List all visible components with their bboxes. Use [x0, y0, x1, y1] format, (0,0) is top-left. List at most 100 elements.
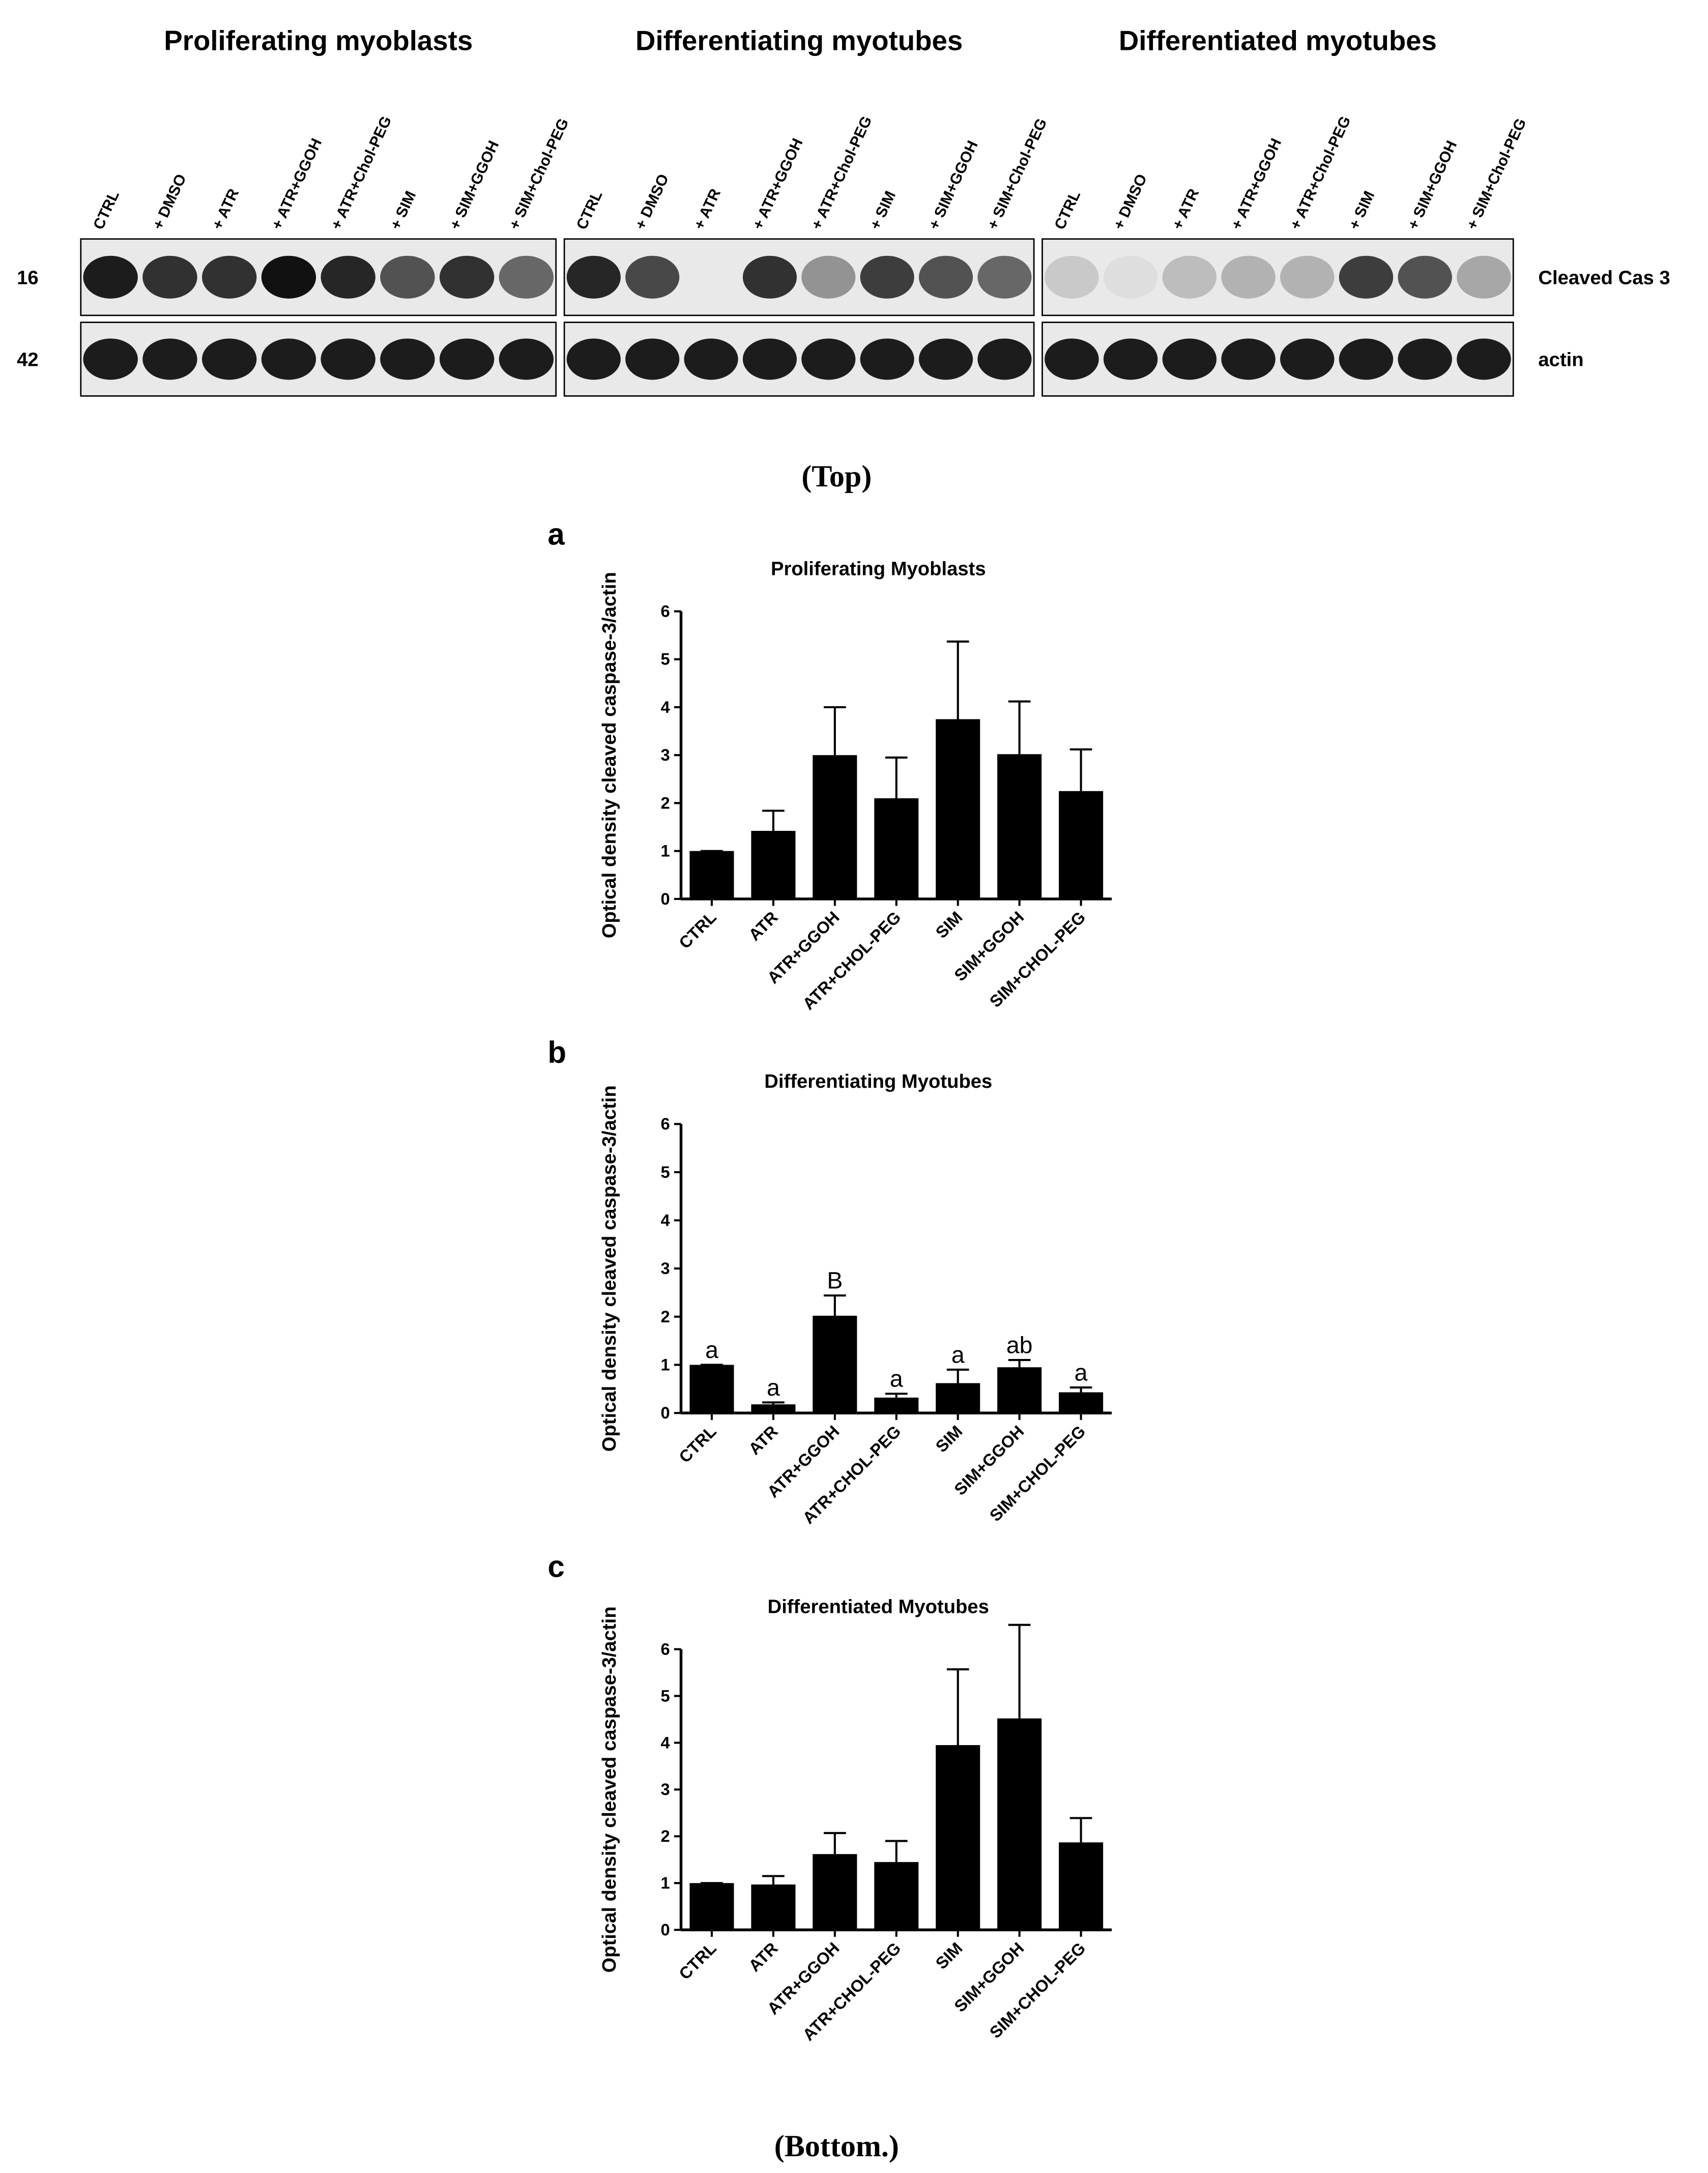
y-tick-label: 5	[660, 1163, 670, 1181]
bar	[689, 851, 734, 899]
x-tick-label: SIM	[932, 1422, 966, 1456]
y-tick-label: 3	[660, 745, 670, 764]
significance-label: a	[705, 1337, 718, 1363]
caption-bottom: (Bottom.)	[774, 2129, 899, 2163]
lane-label: + DMSO	[1110, 171, 1150, 232]
blot-band	[1162, 255, 1217, 299]
lane-label: + ATR+Chol-PEG	[1287, 113, 1354, 232]
lane-label: + SIM+GGOH	[447, 138, 503, 233]
blot-band	[684, 338, 738, 380]
lane-label: + DMSO	[632, 171, 672, 232]
significance-label: a	[951, 1341, 965, 1368]
lane-label: + ATR+Chol-PEG	[808, 113, 875, 232]
lane-label: + SIM+Chol-PEG	[506, 116, 572, 233]
lane-label: + ATR	[1169, 186, 1203, 233]
lane-label: + ATR+GGOH	[1228, 136, 1285, 232]
significance-label: a	[1075, 1359, 1088, 1385]
panel-letter: a	[547, 517, 565, 551]
blot-band	[1280, 338, 1335, 380]
y-tick-label: 5	[660, 1686, 670, 1705]
significance-label: B	[827, 1267, 843, 1294]
lane-label: + SIM+Chol-PEG	[1463, 116, 1529, 233]
blot-band	[1221, 338, 1276, 380]
caption-top: (Top)	[801, 459, 872, 493]
y-tick-label: 6	[660, 1114, 670, 1133]
bar	[997, 754, 1042, 899]
bar	[997, 1718, 1042, 1930]
y-tick-label: 1	[660, 842, 670, 860]
lane-label: CTRL	[1051, 188, 1084, 232]
blot-band	[566, 255, 621, 299]
bar	[874, 1397, 919, 1413]
blot-panel-title: Proliferating myoblasts	[164, 25, 473, 56]
blot-band	[380, 255, 435, 299]
blot-band	[1103, 338, 1158, 380]
blot-band	[439, 255, 495, 299]
chart-title: Proliferating Myoblasts	[771, 558, 986, 580]
blot-band	[1103, 255, 1158, 299]
blot-band	[201, 338, 257, 380]
blot-band	[1045, 338, 1099, 380]
blot-band	[566, 338, 621, 380]
lane-label: + ATR	[209, 186, 243, 233]
y-tick-label: 1	[660, 1355, 670, 1374]
blot-band	[860, 338, 914, 380]
y-tick-label: 2	[660, 1827, 670, 1845]
bar	[997, 1367, 1042, 1413]
blot-band	[1162, 338, 1217, 380]
blot-band	[142, 255, 197, 299]
blot-band	[321, 338, 375, 380]
bar	[751, 831, 796, 899]
lane-label: + ATR+GGOH	[268, 136, 325, 232]
bar	[874, 798, 919, 899]
y-tick-label: 3	[660, 1780, 670, 1799]
x-tick-label: ATR	[745, 1422, 781, 1458]
bar	[1059, 791, 1104, 899]
blot-band	[801, 338, 856, 380]
significance-label: a	[767, 1374, 780, 1401]
x-tick-label: CTRL	[675, 1422, 720, 1466]
row-label: Cleaved Cas 3	[1538, 267, 1670, 288]
blot-band	[1398, 338, 1452, 380]
panel-letter: b	[547, 1035, 566, 1069]
lane-label: + SIM	[1346, 189, 1378, 233]
y-tick-label: 4	[660, 698, 670, 716]
x-tick-label: CTRL	[675, 1938, 720, 1983]
chart-title: Differentiating Myotubes	[764, 1070, 992, 1092]
blot-band	[142, 338, 197, 380]
blot-band	[499, 338, 554, 380]
bar	[936, 1745, 980, 1930]
blot-band	[380, 338, 435, 380]
blot-band	[439, 338, 495, 380]
lane-label: + ATR+Chol-PEG	[328, 113, 395, 232]
blot-panel-title: Differentiating myotubes	[635, 25, 963, 56]
significance-label: a	[890, 1366, 903, 1392]
blot-band	[625, 255, 680, 299]
y-tick-label: 2	[660, 793, 670, 812]
lane-label: + ATR	[691, 186, 725, 233]
x-tick-label: ATR	[745, 1938, 781, 1975]
blot-band	[919, 255, 973, 299]
bar	[936, 719, 980, 899]
row-label: actin	[1538, 349, 1583, 371]
blot-band	[1457, 338, 1511, 380]
blot-band	[1339, 338, 1394, 380]
mw-marker: 42	[17, 349, 39, 371]
significance-label: ab	[1006, 1331, 1033, 1358]
y-tick-label: 1	[660, 1873, 670, 1892]
blot-band	[801, 255, 856, 299]
lane-label: + DMSO	[150, 171, 190, 232]
blot-band	[625, 338, 680, 380]
blot-band	[261, 338, 316, 380]
lane-label: CTRL	[573, 188, 606, 232]
blot-band	[919, 338, 973, 380]
mw-marker: 16	[17, 267, 39, 288]
lane-label: + SIM+GGOH	[925, 138, 981, 233]
bar	[874, 1862, 919, 1930]
bar	[751, 1404, 796, 1413]
blot-band	[83, 255, 138, 299]
blot-band	[977, 338, 1032, 380]
bar	[1059, 1392, 1104, 1413]
